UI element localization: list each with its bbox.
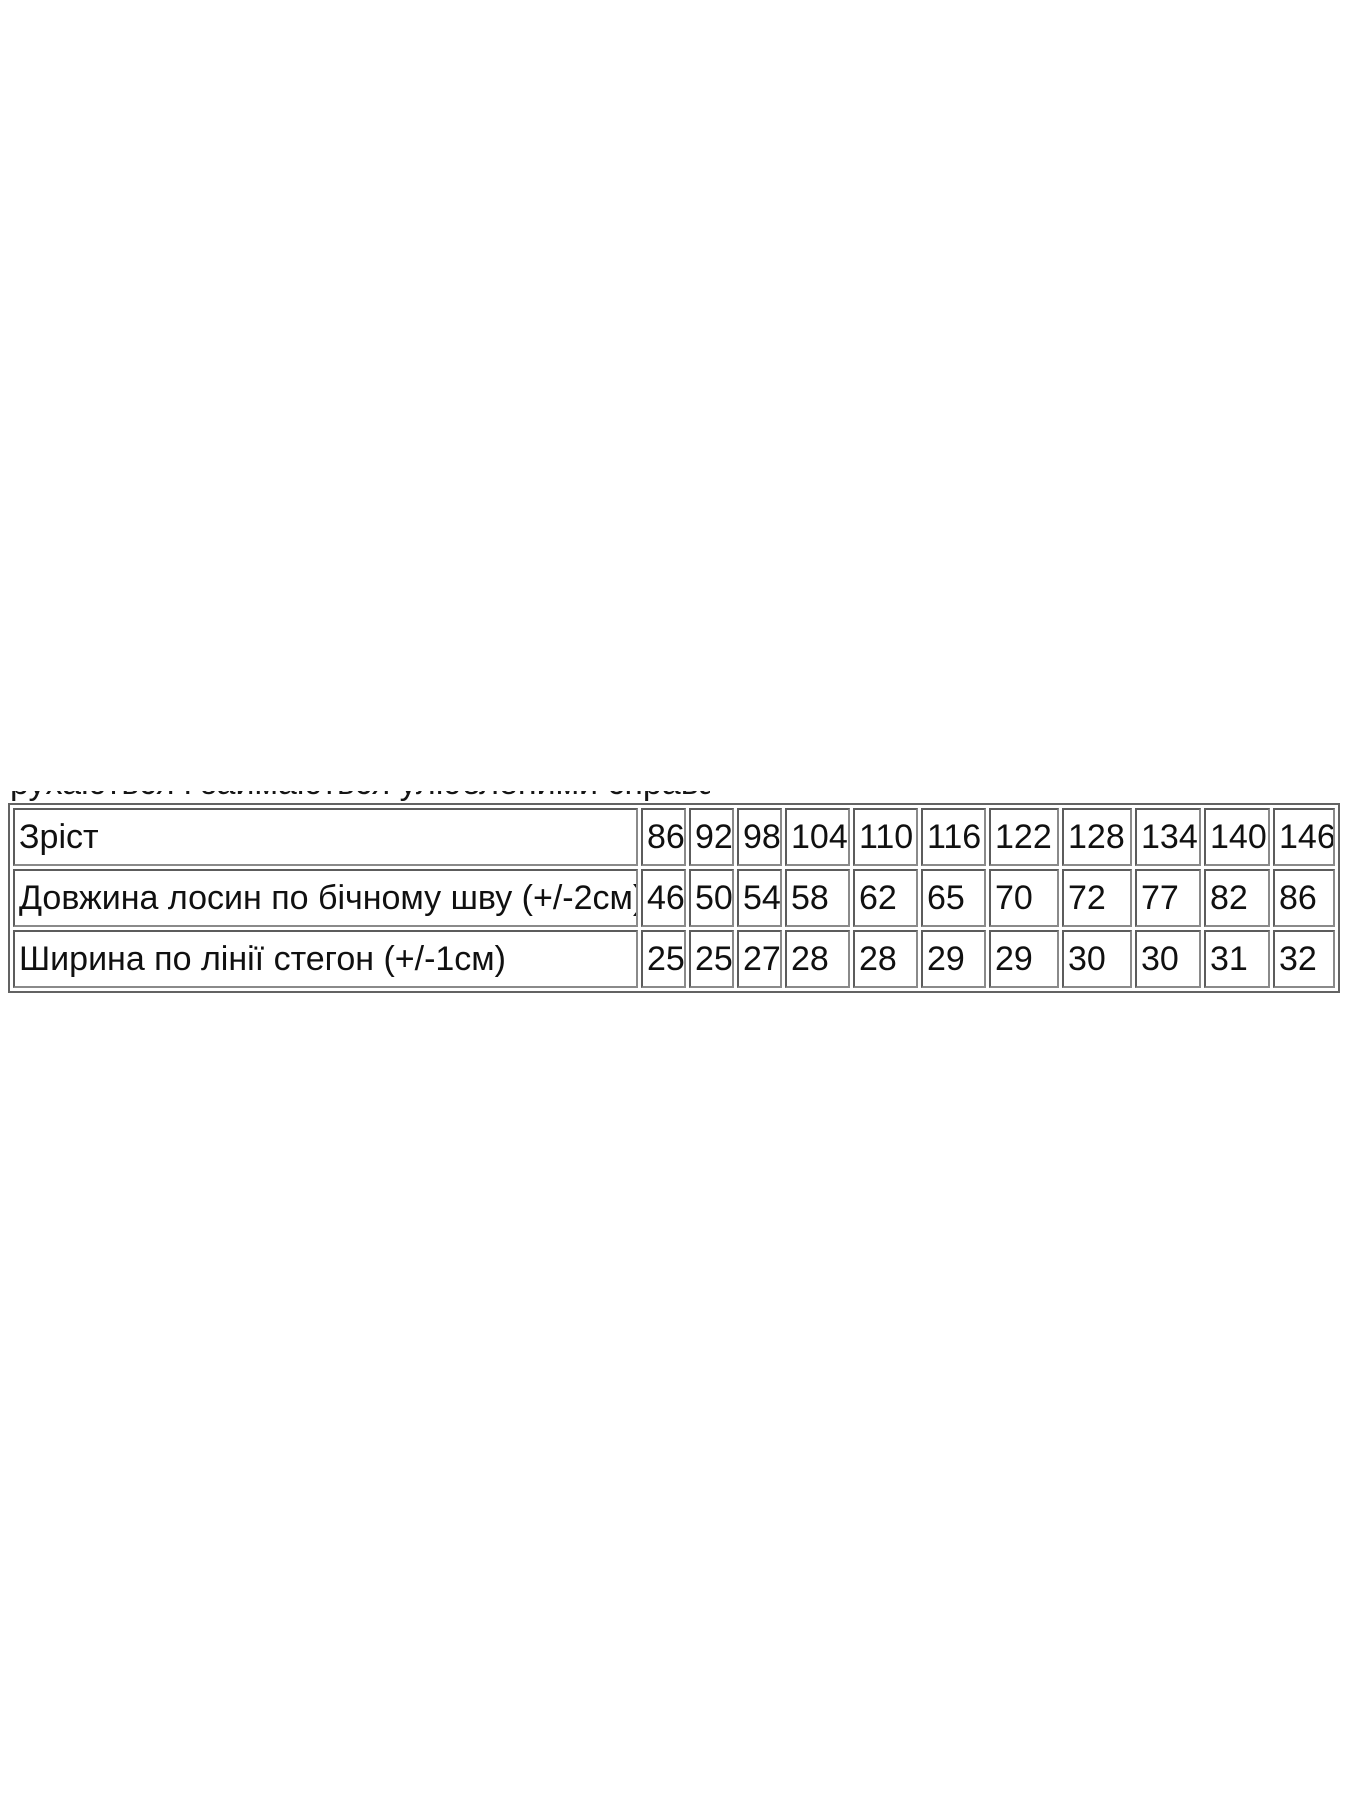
table-row: Довжина лосин по бічному шву (+/-2см) 46…: [13, 869, 1335, 927]
table-cell: 72: [1062, 869, 1132, 927]
table-cell: 128: [1062, 808, 1132, 866]
table-cell: 46: [641, 869, 686, 927]
table-cell: 31: [1204, 930, 1270, 988]
table-cell: 32: [1273, 930, 1335, 988]
table-cell: 134: [1135, 808, 1201, 866]
table-cell: 58: [785, 869, 850, 927]
row-label-cell: Ширина по лінії стегон (+/-1см): [13, 930, 638, 988]
table-cell: 82: [1204, 869, 1270, 927]
table-cell: 62: [853, 869, 918, 927]
table-cell: 65: [921, 869, 986, 927]
table-row: Ширина по лінії стегон (+/-1см) 25 25 27…: [13, 930, 1335, 988]
table-cell: 110: [853, 808, 918, 866]
table-cell: 140: [1204, 808, 1270, 866]
table-cell: 86: [641, 808, 686, 866]
table-cell: 25: [641, 930, 686, 988]
table-cell: 30: [1135, 930, 1201, 988]
table-cell: 50: [689, 869, 734, 927]
table-cell: 146: [1273, 808, 1335, 866]
table-row: Зріст 86 92 98 104 110 116 122 128 134 1…: [13, 808, 1335, 866]
table-cell: 27: [737, 930, 782, 988]
size-table: Зріст 86 92 98 104 110 116 122 128 134 1…: [8, 803, 1340, 993]
truncated-text: рухаються і займаються улюбленими справа…: [10, 791, 710, 801]
table-cell: 54: [737, 869, 782, 927]
table-cell: 25: [689, 930, 734, 988]
table-cell: 122: [989, 808, 1059, 866]
table-cell: 104: [785, 808, 850, 866]
truncated-text-line: рухаються і займаються улюбленими справа…: [10, 791, 710, 801]
table-cell: 70: [989, 869, 1059, 927]
table-cell: 86: [1273, 869, 1335, 927]
table-cell: 98: [737, 808, 782, 866]
table-cell: 30: [1062, 930, 1132, 988]
table-cell: 77: [1135, 869, 1201, 927]
table-cell: 29: [921, 930, 986, 988]
row-label-cell: Зріст: [13, 808, 638, 866]
table-cell: 92: [689, 808, 734, 866]
table-cell: 29: [989, 930, 1059, 988]
table-cell: 116: [921, 808, 986, 866]
table-cell: 28: [853, 930, 918, 988]
table-cell: 28: [785, 930, 850, 988]
row-label-cell: Довжина лосин по бічному шву (+/-2см): [13, 869, 638, 927]
